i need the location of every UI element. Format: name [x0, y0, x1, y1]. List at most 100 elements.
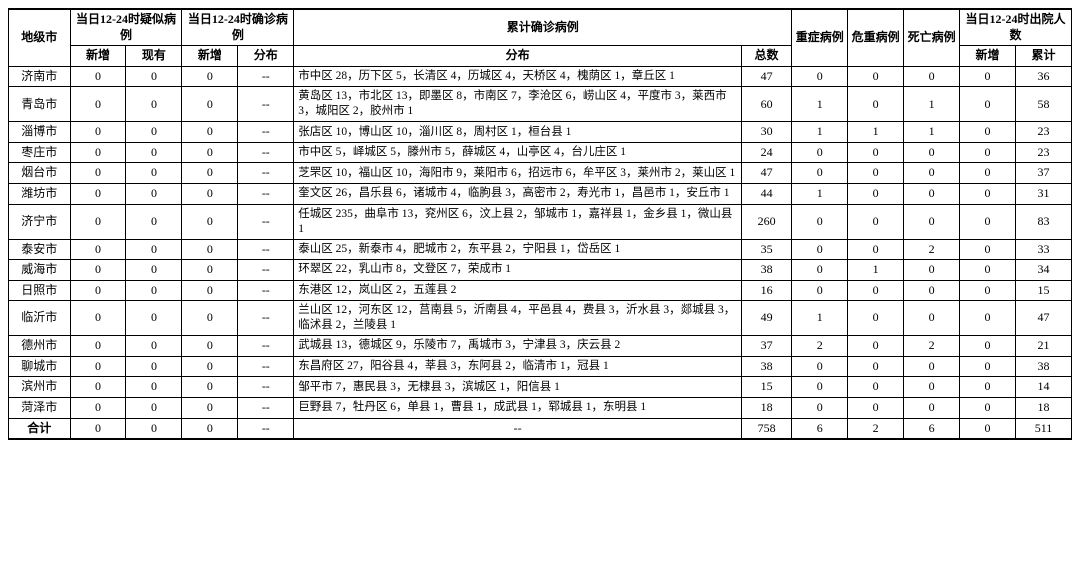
suspect-existing-cell: 0	[126, 377, 182, 398]
confirm-dist-cell: --	[238, 280, 294, 301]
discharge-cum-cell: 21	[1015, 336, 1071, 357]
critical-cell: 1	[848, 122, 904, 143]
cum-dist-cell: 邹平市 7，惠民县 3，无棣县 3，滨城区 1，阳信县 1	[294, 377, 742, 398]
severe-cell: 2	[792, 336, 848, 357]
severe-cell: 1	[792, 184, 848, 205]
col-confirm-new: 新增	[182, 46, 238, 67]
table-row: 临沂市000--兰山区 12，河东区 12，莒南县 5，沂南县 4，平邑县 4，…	[9, 301, 1072, 336]
table-row: 枣庄市000--市中区 5，峄城区 5，滕州市 5，薛城区 4，山亭区 4，台儿…	[9, 142, 1072, 163]
city-cell: 济宁市	[9, 204, 71, 239]
table-row: 聊城市000--东昌府区 27，阳谷县 4，莘县 3，东阿县 2，临清市 1，冠…	[9, 356, 1072, 377]
discharge-cum-cell: 511	[1015, 418, 1071, 439]
col-suspect-group: 当日12-24时疑似病例	[70, 9, 182, 46]
cum-total-cell: 24	[741, 142, 791, 163]
suspect-new-cell: 0	[70, 66, 126, 87]
death-cell: 1	[904, 87, 960, 122]
city-cell: 青岛市	[9, 87, 71, 122]
discharge-new-cell: 0	[960, 418, 1016, 439]
cum-dist-cell: 市中区 5，峄城区 5，滕州市 5，薛城区 4，山亭区 4，台儿庄区 1	[294, 142, 742, 163]
discharge-cum-cell: 36	[1015, 66, 1071, 87]
discharge-new-cell: 0	[960, 239, 1016, 260]
col-cumulative-group: 累计确诊病例	[294, 9, 792, 46]
confirm-dist-cell: --	[238, 336, 294, 357]
cum-dist-cell: 芝罘区 10，福山区 10，海阳市 9，莱阳市 6，招远市 6，牟平区 3，莱州…	[294, 163, 742, 184]
col-severe: 重症病例	[792, 9, 848, 66]
critical-cell: 0	[848, 163, 904, 184]
critical-cell: 2	[848, 418, 904, 439]
confirm-dist-cell: --	[238, 87, 294, 122]
confirm-dist-cell: --	[238, 356, 294, 377]
severe-cell: 0	[792, 377, 848, 398]
discharge-cum-cell: 18	[1015, 397, 1071, 418]
death-cell: 0	[904, 184, 960, 205]
city-cell: 潍坊市	[9, 184, 71, 205]
city-cell: 泰安市	[9, 239, 71, 260]
cum-dist-cell: 黄岛区 13，市北区 13，即墨区 8，市南区 7，李沧区 6，崂山区 4，平度…	[294, 87, 742, 122]
severe-cell: 0	[792, 66, 848, 87]
death-cell: 2	[904, 336, 960, 357]
city-cell: 临沂市	[9, 301, 71, 336]
cum-dist-cell: 东昌府区 27，阳谷县 4，莘县 3，东阿县 2，临清市 1，冠县 1	[294, 356, 742, 377]
suspect-new-cell: 0	[70, 301, 126, 336]
col-discharge-cum: 累计	[1015, 46, 1071, 67]
critical-cell: 0	[848, 397, 904, 418]
cum-total-cell: 30	[741, 122, 791, 143]
table-row: 烟台市000--芝罘区 10，福山区 10，海阳市 9，莱阳市 6，招远市 6，…	[9, 163, 1072, 184]
cum-dist-cell: 武城县 13，德城区 9，乐陵市 7，禹城市 3，宁津县 3，庆云县 2	[294, 336, 742, 357]
suspect-existing-cell: 0	[126, 260, 182, 281]
severe-cell: 6	[792, 418, 848, 439]
city-cell: 菏泽市	[9, 397, 71, 418]
col-cum-dist: 分布	[294, 46, 742, 67]
critical-cell: 0	[848, 239, 904, 260]
table-row: 滨州市000--邹平市 7，惠民县 3，无棣县 3，滨城区 1，阳信县 1150…	[9, 377, 1072, 398]
confirm-new-cell: 0	[182, 87, 238, 122]
death-cell: 0	[904, 356, 960, 377]
critical-cell: 0	[848, 142, 904, 163]
table-row: 青岛市000--黄岛区 13，市北区 13，即墨区 8，市南区 7，李沧区 6，…	[9, 87, 1072, 122]
confirm-new-cell: 0	[182, 142, 238, 163]
severe-cell: 0	[792, 260, 848, 281]
death-cell: 2	[904, 239, 960, 260]
cum-total-cell: 49	[741, 301, 791, 336]
discharge-new-cell: 0	[960, 356, 1016, 377]
suspect-new-cell: 0	[70, 397, 126, 418]
critical-cell: 0	[848, 356, 904, 377]
suspect-existing-cell: 0	[126, 397, 182, 418]
death-cell: 0	[904, 66, 960, 87]
suspect-new-cell: 0	[70, 356, 126, 377]
suspect-new-cell: 0	[70, 336, 126, 357]
suspect-existing-cell: 0	[126, 418, 182, 439]
city-cell: 聊城市	[9, 356, 71, 377]
cum-total-cell: 18	[741, 397, 791, 418]
confirm-new-cell: 0	[182, 301, 238, 336]
col-discharge-new: 新增	[960, 46, 1016, 67]
cum-total-cell: 38	[741, 356, 791, 377]
severe-cell: 0	[792, 163, 848, 184]
cum-dist-cell: 奎文区 26，昌乐县 6，诸城市 4，临朐县 3，高密市 2，寿光市 1，昌邑市…	[294, 184, 742, 205]
col-city: 地级市	[9, 9, 71, 66]
cum-total-cell: 60	[741, 87, 791, 122]
city-cell: 德州市	[9, 336, 71, 357]
critical-cell: 0	[848, 280, 904, 301]
suspect-new-cell: 0	[70, 87, 126, 122]
suspect-new-cell: 0	[70, 122, 126, 143]
discharge-new-cell: 0	[960, 280, 1016, 301]
suspect-new-cell: 0	[70, 163, 126, 184]
table-row: 淄博市000--张店区 10，博山区 10，淄川区 8，周村区 1，桓台县 13…	[9, 122, 1072, 143]
discharge-new-cell: 0	[960, 163, 1016, 184]
confirm-new-cell: 0	[182, 356, 238, 377]
city-cell: 日照市	[9, 280, 71, 301]
discharge-new-cell: 0	[960, 397, 1016, 418]
suspect-existing-cell: 0	[126, 122, 182, 143]
discharge-cum-cell: 34	[1015, 260, 1071, 281]
death-cell: 0	[904, 280, 960, 301]
severe-cell: 0	[792, 280, 848, 301]
cum-total-cell: 47	[741, 66, 791, 87]
discharge-cum-cell: 47	[1015, 301, 1071, 336]
cum-total-cell: 37	[741, 336, 791, 357]
col-cum-total: 总数	[741, 46, 791, 67]
discharge-cum-cell: 83	[1015, 204, 1071, 239]
discharge-cum-cell: 23	[1015, 142, 1071, 163]
discharge-cum-cell: 14	[1015, 377, 1071, 398]
discharge-new-cell: 0	[960, 122, 1016, 143]
